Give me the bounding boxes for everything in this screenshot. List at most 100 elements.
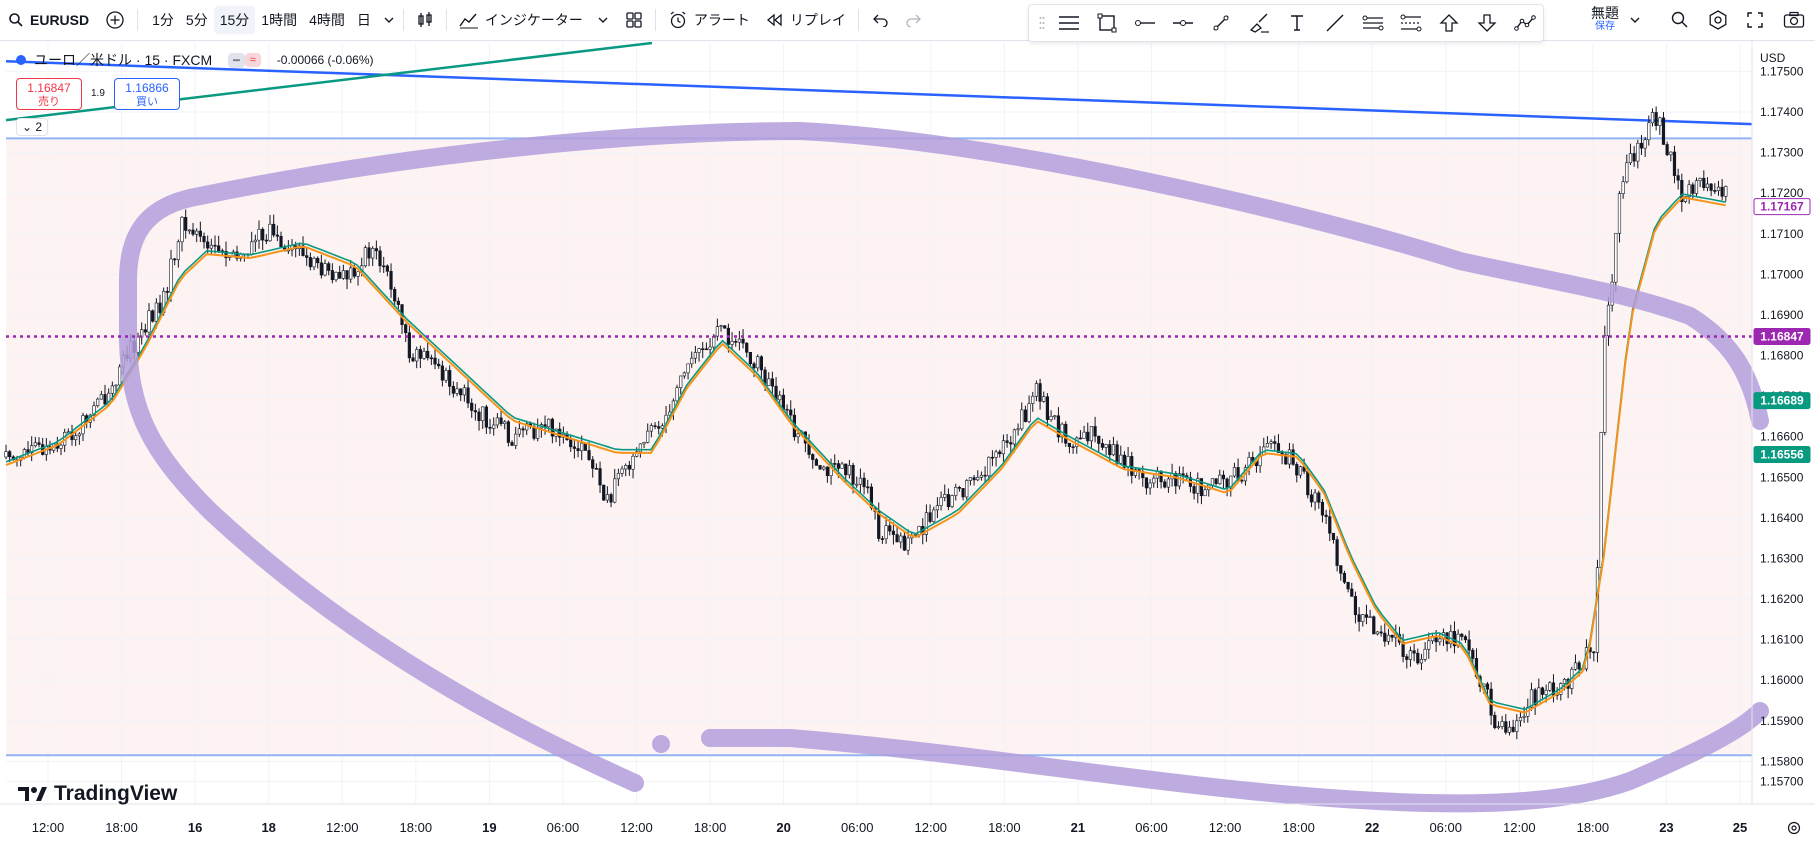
candle-up (994, 451, 998, 458)
symbol-search[interactable]: EURUSD (0, 0, 97, 40)
candle-down (451, 386, 455, 394)
candle-up (1031, 395, 1035, 404)
candle-up (77, 433, 81, 437)
candle-up (1203, 489, 1207, 497)
time-tick-label: 18 (261, 820, 275, 835)
approx-icon[interactable]: ≈ (244, 53, 261, 67)
replay-button[interactable]: リプレイ (758, 0, 854, 40)
candle-down (1379, 631, 1383, 634)
legend-title[interactable]: ユーロ／米ドル · 15 · FXCM (34, 52, 213, 68)
compare-button[interactable] (97, 0, 133, 40)
indicators-button[interactable]: インジケーター (451, 0, 617, 40)
brush-drawings[interactable] (119, 122, 1769, 813)
replay-label: リプレイ (789, 12, 846, 28)
candle-down (279, 235, 283, 247)
interval-5m[interactable]: 5分 (185, 12, 208, 28)
chart-settings-button[interactable] (1786, 820, 1802, 841)
price-tick-label: 1.16600 (1760, 430, 1804, 444)
time-tick-label: 12:00 (915, 820, 948, 835)
fullscreen-button[interactable] (1737, 0, 1773, 40)
tool-text[interactable] (1279, 8, 1315, 38)
chevron-down-icon[interactable] (597, 14, 609, 26)
tradingview-logo[interactable]: TradingView (18, 782, 177, 806)
candle-down (1122, 454, 1127, 468)
redo-button[interactable] (897, 0, 931, 40)
quick-search-button[interactable] (1661, 0, 1699, 40)
candle-down (844, 463, 848, 476)
tool-horizontal-ray[interactable] (1127, 8, 1163, 38)
candle-down (594, 468, 598, 470)
drag-handle[interactable] (1035, 8, 1049, 38)
time-tick-label: 18:00 (988, 820, 1021, 835)
price-tag-label: 1.16556 (1760, 448, 1804, 462)
price-tick-label: 1.17000 (1760, 267, 1804, 281)
candle-up (939, 497, 943, 506)
buy-button[interactable]: 1.16866 買い (114, 78, 180, 110)
candle-down (143, 329, 147, 333)
tool-arrow-down[interactable] (1469, 8, 1505, 38)
candle-up (943, 494, 947, 498)
candle-down (418, 349, 422, 359)
chevron-down-icon[interactable] (383, 14, 395, 26)
price-tick-label: 1.17500 (1760, 64, 1804, 78)
candle-up (605, 494, 609, 501)
candle-down (396, 300, 400, 305)
price-tag-label: 1.16689 (1760, 394, 1804, 408)
candle-down (763, 369, 767, 386)
tool-path[interactable] (1507, 8, 1543, 38)
legend-collapse-button[interactable]: ⌄ 2 (16, 118, 49, 136)
time-tick-label: 18:00 (694, 820, 727, 835)
sell-button[interactable]: 1.16847 売り (16, 78, 82, 110)
brand-name: TradingView (54, 782, 178, 805)
candle-down (1713, 190, 1717, 192)
candle-up (767, 378, 771, 386)
candle-up (114, 384, 118, 387)
spread-value: 1.9 (91, 88, 105, 99)
candle-down (202, 236, 206, 243)
interval-15m[interactable]: 15分 (213, 6, 256, 34)
settings-button[interactable] (1699, 0, 1737, 40)
tool-arrow-up[interactable] (1431, 8, 1467, 38)
undo-button[interactable] (863, 0, 897, 40)
interval-4h[interactable]: 4時間 (309, 12, 345, 28)
candle-down (327, 263, 331, 271)
candle-down (484, 406, 488, 428)
tool-ray[interactable] (1317, 8, 1353, 38)
tool-fib-retracement[interactable] (1393, 8, 1429, 38)
chart-type-button[interactable] (408, 0, 442, 40)
layouts-button[interactable] (617, 0, 651, 40)
interval-1h[interactable]: 1時間 (261, 12, 298, 28)
candle-up (525, 423, 529, 431)
candle-up (719, 325, 723, 328)
tool-horizontal-line[interactable] (1165, 8, 1201, 38)
candle-up (1133, 469, 1138, 476)
interval-1d[interactable]: 日 (356, 12, 371, 28)
tool-parallel-channel[interactable] (1355, 8, 1391, 38)
price-chart[interactable]: USD 1.15700 1.15800 1.15900 1.16000 1.16100 1.… (0, 41, 1815, 843)
candle-up (503, 421, 507, 425)
tool-trend-line[interactable] (1203, 8, 1239, 38)
purple-brush-stroke-2 (701, 702, 1769, 813)
layout-save-button[interactable]: 無題 保存 (1581, 0, 1629, 40)
candle-down (385, 265, 389, 272)
tool-brush[interactable] (1241, 8, 1277, 38)
time-tick-label: 18:00 (1282, 820, 1315, 835)
candle-down (1383, 632, 1387, 642)
time-tick-label: 18:00 (400, 820, 433, 835)
horizontal-line-icon (1173, 20, 1193, 26)
chevron-down-icon[interactable] (1629, 14, 1641, 26)
candle-down (275, 234, 279, 237)
candle-down (165, 291, 169, 293)
tool-rectangle[interactable] (1089, 8, 1125, 38)
candle-down (748, 352, 752, 365)
candle-down (1174, 473, 1178, 487)
candle-down (198, 230, 202, 237)
tool-lines[interactable] (1051, 8, 1087, 38)
candle-down (1353, 596, 1358, 616)
alert-button[interactable]: アラート (660, 0, 758, 40)
interval-1m[interactable]: 1分 (152, 12, 174, 28)
candle-down (1350, 588, 1354, 597)
snapshot-button[interactable] (1773, 0, 1815, 40)
visibility-icon[interactable]: ━ (228, 52, 245, 68)
candle-down (466, 387, 470, 404)
